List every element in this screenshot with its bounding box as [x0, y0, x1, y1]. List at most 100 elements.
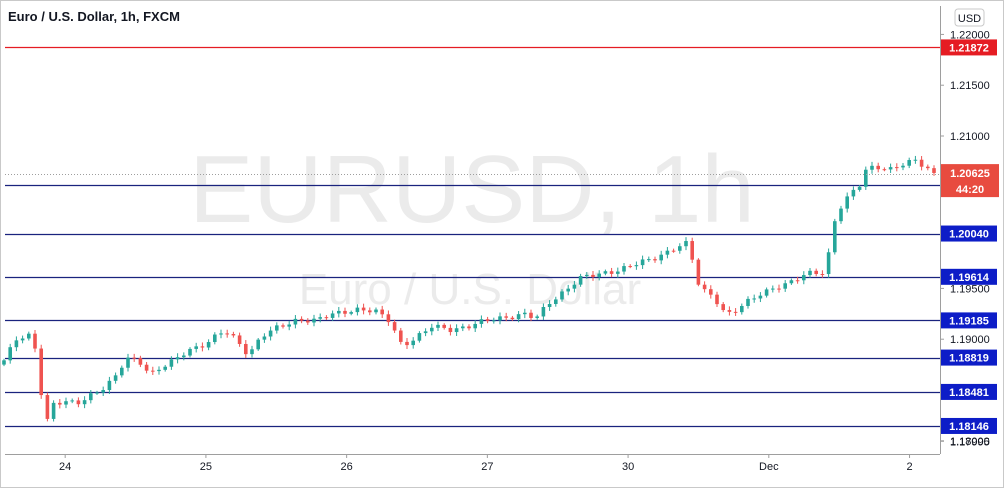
candle-body — [541, 307, 546, 317]
candle-body — [740, 305, 744, 313]
candle-body — [789, 280, 794, 284]
candle-body — [932, 168, 936, 173]
candle-body — [870, 165, 874, 170]
candle-body — [51, 402, 56, 419]
candle-body — [913, 159, 918, 161]
candle-body — [653, 259, 657, 261]
candle-body — [808, 270, 812, 276]
candle-body — [640, 259, 645, 266]
candle-body — [529, 312, 533, 318]
candle-body — [616, 271, 620, 274]
candle-body — [783, 283, 787, 289]
candle-body — [684, 241, 688, 247]
candle-body — [8, 347, 12, 361]
candle-body — [417, 333, 422, 341]
candle-body — [690, 241, 694, 260]
level-label-bg-5 — [941, 349, 997, 366]
candle-body — [113, 375, 118, 381]
candle-body — [225, 333, 229, 335]
candle-body — [665, 250, 670, 255]
candle-body — [578, 276, 583, 285]
candle-body — [182, 355, 186, 358]
candle-body — [194, 346, 198, 349]
candle-body — [368, 310, 372, 313]
candle-body — [349, 312, 353, 314]
candle-body — [20, 338, 25, 341]
candle-body — [27, 333, 31, 339]
currency-button-label: USD — [958, 13, 981, 25]
candle-body — [603, 271, 608, 274]
candle-body — [901, 165, 905, 168]
candle-body — [771, 288, 775, 290]
candle-body — [169, 359, 174, 367]
candle-body — [374, 309, 378, 313]
horizontal-levels — [5, 46, 940, 428]
candle-body — [628, 266, 632, 268]
currency-button[interactable]: USD — [954, 8, 985, 27]
candle-body — [752, 298, 756, 300]
candle-body — [392, 322, 397, 331]
candle-body — [845, 196, 849, 209]
candle-body — [597, 273, 601, 277]
time-tick-label: 30 — [622, 461, 634, 473]
watermark-description: Euro / U.S. Dollar — [299, 265, 641, 314]
candle-body — [58, 402, 62, 405]
candle-body — [926, 166, 930, 169]
candle-body — [671, 250, 676, 252]
level-label-bg-3 — [941, 268, 997, 285]
candle-body — [702, 284, 707, 290]
candle-body — [907, 160, 911, 166]
candle-body — [461, 326, 465, 329]
candle-body — [237, 335, 242, 344]
candle-body — [764, 289, 769, 296]
candle-body — [343, 310, 347, 314]
candle-body — [293, 318, 298, 325]
time-tick-label: 24 — [59, 461, 71, 473]
candle-body — [802, 275, 806, 281]
candle-body — [833, 221, 837, 253]
candle-body — [585, 274, 589, 277]
price-tick-label: 1.19000 — [950, 334, 990, 346]
candle-body — [268, 330, 273, 337]
candle-body — [423, 331, 428, 334]
price-tick-label: 1.19500 — [950, 283, 990, 295]
candle-body — [231, 333, 236, 336]
time-tick-label: Dec — [759, 461, 779, 473]
candle-body — [678, 246, 682, 251]
level-label-5: 1.18819 — [949, 353, 989, 365]
candle-body — [715, 294, 719, 305]
candle-body — [76, 400, 81, 405]
level-label-4: 1.19185 — [949, 315, 989, 327]
candle-body — [324, 317, 329, 319]
level-label-bg-7 — [941, 417, 997, 434]
level-label-2: 1.20040 — [949, 229, 989, 241]
candle-body — [746, 298, 750, 306]
candle-body — [405, 341, 409, 346]
candle-body — [107, 380, 112, 391]
candle-body — [430, 327, 434, 332]
candle-body — [609, 271, 614, 274]
candle-body — [151, 370, 155, 372]
time-tick-label: 26 — [341, 461, 353, 473]
candle-body — [163, 366, 167, 370]
candle-body — [504, 316, 508, 318]
time-tick-label: 2 — [906, 461, 912, 473]
candle-body — [275, 325, 279, 331]
candle-body — [39, 348, 43, 396]
candle-body — [566, 288, 570, 292]
candle-body — [721, 304, 725, 311]
candle-body — [287, 324, 291, 327]
candle-body — [560, 291, 564, 300]
level-label-bg-2 — [941, 225, 997, 242]
price-tick-label: 1.18000 — [950, 436, 990, 448]
candle-body — [479, 319, 484, 324]
candle-body — [814, 270, 818, 275]
candle-body — [64, 401, 68, 405]
candle-body — [727, 310, 732, 312]
level-label-7: 1.18146 — [949, 421, 989, 433]
candle-body — [634, 265, 639, 267]
candle-body — [473, 323, 477, 329]
candle-body — [547, 303, 552, 308]
candlestick-series — [2, 155, 936, 422]
candle-body — [436, 324, 440, 328]
